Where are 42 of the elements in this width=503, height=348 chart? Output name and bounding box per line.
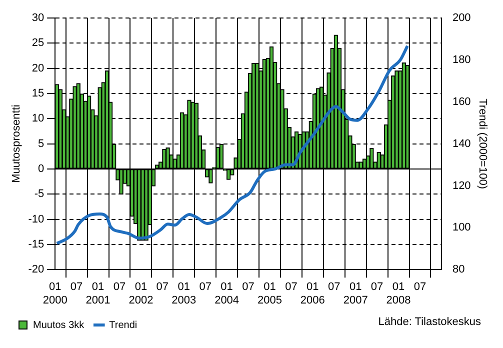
legend-label: Muutos 3kk bbox=[33, 320, 86, 331]
y-tick-label: -5 bbox=[34, 188, 44, 200]
y2-tick-label: 120 bbox=[452, 180, 471, 192]
y2-tick-label: 140 bbox=[452, 138, 471, 150]
x-tick-label: 07 bbox=[70, 281, 83, 294]
y2-tick-label: 180 bbox=[452, 54, 471, 66]
y2-tick-label: 200 bbox=[452, 12, 471, 24]
y2-axis-title: Trendi (2000=100) bbox=[476, 98, 488, 190]
x-tick-label: 07 bbox=[242, 281, 254, 294]
y-tick-label: 5 bbox=[38, 138, 44, 150]
y-tick-label: 10 bbox=[32, 112, 44, 125]
y-tick-label: -15 bbox=[28, 238, 44, 250]
y-tick-label: 20 bbox=[32, 62, 44, 74]
y2-tick-label: 160 bbox=[452, 96, 471, 108]
x-tick-label: 01 2006 bbox=[300, 281, 325, 306]
x-tick-label: 01 2005 bbox=[257, 281, 282, 306]
y-tick-label: 30 bbox=[32, 12, 44, 24]
text: Lähde: Tilastokeskus bbox=[378, 316, 482, 328]
x-tick-label: 07 bbox=[414, 281, 426, 294]
y-tick-label: -20 bbox=[28, 264, 44, 276]
x-tick-label: 07 bbox=[113, 281, 126, 294]
x-tick-label: 01 2002 bbox=[128, 281, 154, 306]
x-tick-label: 01 2000 bbox=[42, 281, 68, 306]
x-tick-label: 01 2004 bbox=[214, 281, 240, 306]
x-tick-label: 07 bbox=[285, 281, 298, 294]
x-tick-label: 07 bbox=[370, 281, 384, 294]
y-tick-label: 15 bbox=[32, 88, 44, 100]
x-tick-label: 01 2003 bbox=[172, 281, 196, 306]
y-tick-label: 25 bbox=[32, 37, 44, 50]
x-tick-label: 01 2007 bbox=[343, 281, 368, 306]
y2-tick-label: 100 bbox=[452, 222, 471, 234]
y-tick-label: 0 bbox=[38, 162, 44, 175]
x-tick-label: 07 bbox=[328, 281, 340, 294]
legend-label: Trendi bbox=[109, 320, 138, 331]
y2-tick-label: 80 bbox=[452, 264, 465, 276]
x-tick-label: 01 2008 bbox=[386, 281, 411, 306]
line-series bbox=[55, 44, 409, 245]
y-tick-label: -10 bbox=[28, 213, 44, 226]
x-tick-label: 01 2001 bbox=[86, 281, 110, 306]
x-tick-label: 07 bbox=[199, 281, 212, 294]
x-tick-label: 07 bbox=[156, 281, 169, 294]
y-axis-title: Muutosprosentti bbox=[10, 104, 23, 183]
